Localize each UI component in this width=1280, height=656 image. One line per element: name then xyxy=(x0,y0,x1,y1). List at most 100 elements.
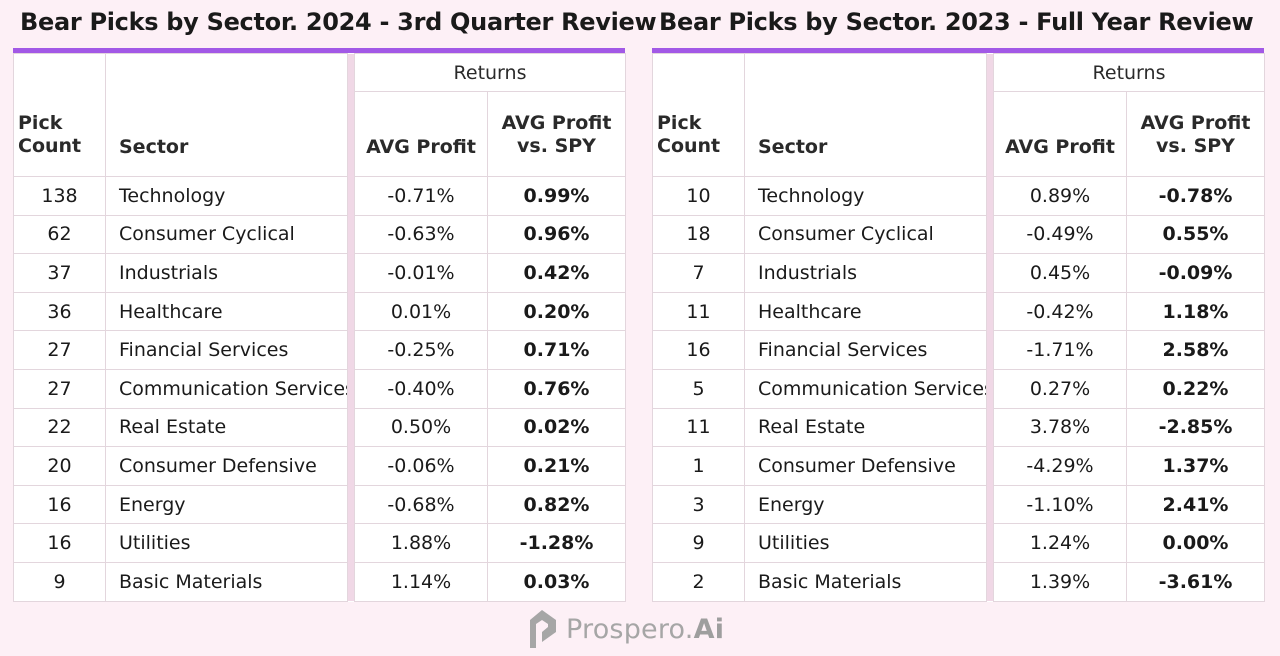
sector-cell: Utilities xyxy=(744,523,987,563)
column-separator xyxy=(347,292,355,331)
pick-count-cell: 10 xyxy=(652,176,745,216)
header-avg-profit-vs-spy: AVG Profit vs. SPY xyxy=(486,91,627,177)
sector-cell: Communication Services xyxy=(744,368,987,409)
table-row: 16 Utilities 1.88% -1.28% xyxy=(13,523,627,563)
sector-cell: Technology xyxy=(105,176,348,216)
avg-profit-vs-spy-cell: 2.41% xyxy=(1125,484,1266,525)
table-row: 1 Consumer Defensive -4.29% 1.37% xyxy=(652,446,1266,486)
avg-profit-cell: 0.45% xyxy=(993,253,1127,293)
avg-profit-cell: -0.01% xyxy=(354,253,488,293)
avg-profit-vs-spy-cell: -2.85% xyxy=(1125,407,1266,448)
table-row: 20 Consumer Defensive -0.06% 0.21% xyxy=(13,446,627,486)
avg-profit-vs-spy-cell: 0.71% xyxy=(486,330,627,370)
avg-profit-cell: -0.49% xyxy=(993,214,1127,255)
sector-cell: Consumer Cyclical xyxy=(105,214,348,255)
pick-count-cell: 9 xyxy=(13,561,106,602)
pick-count-cell: 18 xyxy=(652,214,745,255)
table-row: 10 Technology 0.89% -0.78% xyxy=(652,176,1266,216)
sector-cell: Technology xyxy=(744,176,987,216)
avg-profit-cell: -0.71% xyxy=(354,176,488,216)
column-separator xyxy=(986,253,994,293)
header-returns: Returns xyxy=(353,53,627,92)
avg-profit-cell: -0.63% xyxy=(354,214,488,255)
column-separator xyxy=(347,215,355,254)
avg-profit-vs-spy-cell: 0.42% xyxy=(486,253,627,293)
avg-profit-vs-spy-cell: -0.09% xyxy=(1125,253,1266,293)
column-separator xyxy=(986,330,994,370)
column-separator xyxy=(347,53,355,177)
sector-cell: Utilities xyxy=(105,523,348,563)
avg-profit-cell: 1.88% xyxy=(354,523,488,563)
table-row: 5 Communication Services 0.27% 0.22% xyxy=(652,368,1266,409)
table-row: 11 Real Estate 3.78% -2.85% xyxy=(652,407,1266,448)
sector-cell: Basic Materials xyxy=(744,561,987,602)
column-separator xyxy=(347,562,355,602)
column-separator xyxy=(347,176,355,216)
header-avg-profit: AVG Profit xyxy=(993,91,1127,177)
avg-profit-vs-spy-cell: 0.22% xyxy=(1125,368,1266,409)
pick-count-cell: 5 xyxy=(652,368,745,409)
column-separator xyxy=(986,369,994,409)
avg-profit-vs-spy-cell: 0.21% xyxy=(486,446,627,486)
table-row: 37 Industrials -0.01% 0.42% xyxy=(13,253,627,293)
panel-title: Bear Picks by Sector. 2024 - 3rd Quarter… xyxy=(20,8,657,36)
brand-name: Prospero. xyxy=(566,613,694,645)
pick-count-cell: 11 xyxy=(652,291,745,332)
column-separator xyxy=(347,523,355,563)
brand-logo: Prospero.Ai xyxy=(528,606,724,652)
column-separator xyxy=(986,523,994,563)
avg-profit-vs-spy-cell: 0.55% xyxy=(1125,214,1266,255)
column-separator xyxy=(986,562,994,602)
column-separator xyxy=(986,53,994,177)
column-separator xyxy=(347,253,355,293)
table-row: 138 Technology -0.71% 0.99% xyxy=(13,176,627,216)
pick-count-cell: 16 xyxy=(13,484,106,525)
table-row: 16 Energy -0.68% 0.82% xyxy=(13,484,627,525)
pick-count-cell: 16 xyxy=(652,330,745,370)
sector-cell: Healthcare xyxy=(105,291,348,332)
table-row: 3 Energy -1.10% 2.41% xyxy=(652,484,1266,525)
pick-count-cell: 37 xyxy=(13,253,106,293)
column-separator xyxy=(986,408,994,447)
sector-cell: Industrials xyxy=(744,253,987,293)
sector-cell: Consumer Cyclical xyxy=(744,214,987,255)
pick-count-cell: 16 xyxy=(13,523,106,563)
column-separator xyxy=(347,369,355,409)
pick-count-cell: 7 xyxy=(652,253,745,293)
avg-profit-cell: -0.42% xyxy=(993,291,1127,332)
pick-count-cell: 62 xyxy=(13,214,106,255)
avg-profit-vs-spy-cell: 0.96% xyxy=(486,214,627,255)
avg-profit-cell: 1.24% xyxy=(993,523,1127,563)
avg-profit-vs-spy-cell: 0.03% xyxy=(486,561,627,602)
avg-profit-cell: 0.89% xyxy=(993,176,1127,216)
column-separator xyxy=(347,446,355,486)
avg-profit-cell: 0.27% xyxy=(993,368,1127,409)
avg-profit-cell: 0.01% xyxy=(354,291,488,332)
brand-suffix: Ai xyxy=(693,613,725,645)
header-pick-count: Pick Count xyxy=(13,53,106,177)
sector-cell: Energy xyxy=(744,484,987,525)
pick-count-cell: 36 xyxy=(13,291,106,332)
avg-profit-vs-spy-cell: 0.02% xyxy=(486,407,627,448)
table-row: 27 Financial Services -0.25% 0.71% xyxy=(13,330,627,370)
avg-profit-cell: -4.29% xyxy=(993,446,1127,486)
table-row: 18 Consumer Cyclical -0.49% 0.55% xyxy=(652,214,1266,255)
avg-profit-vs-spy-cell: 0.82% xyxy=(486,484,627,525)
avg-profit-cell: -1.71% xyxy=(993,330,1127,370)
sector-cell: Consumer Defensive xyxy=(744,446,987,486)
table-row: 9 Basic Materials 1.14% 0.03% xyxy=(13,561,627,602)
avg-profit-cell: 3.78% xyxy=(993,407,1127,448)
avg-profit-cell: -0.68% xyxy=(354,484,488,525)
pick-count-cell: 9 xyxy=(652,523,745,563)
sector-cell: Industrials xyxy=(105,253,348,293)
column-separator xyxy=(986,292,994,331)
column-separator xyxy=(986,176,994,216)
header-avg-profit: AVG Profit xyxy=(354,91,488,177)
pick-count-cell: 11 xyxy=(652,407,745,448)
header-returns: Returns xyxy=(992,53,1266,92)
avg-profit-cell: 0.50% xyxy=(354,407,488,448)
avg-profit-vs-spy-cell: 1.37% xyxy=(1125,446,1266,486)
sector-cell: Real Estate xyxy=(105,407,348,448)
pick-count-cell: 3 xyxy=(652,484,745,525)
avg-profit-cell: -0.06% xyxy=(354,446,488,486)
